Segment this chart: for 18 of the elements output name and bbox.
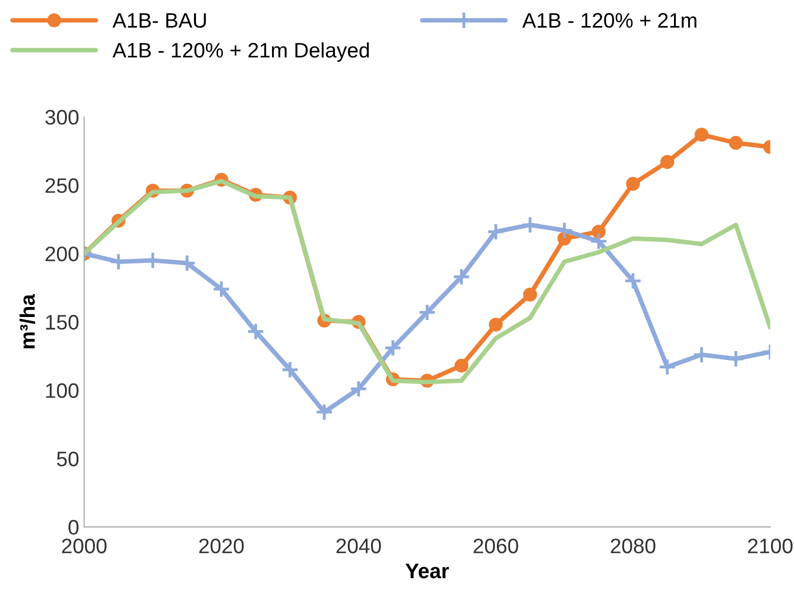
legend-label: A1B- BAU (112, 13, 206, 28)
x-axis-title: Year (406, 564, 449, 578)
x-tick-label: 2040 (336, 538, 381, 554)
y-tick-label: 50 (56, 452, 78, 466)
y-tick-label: 200 (46, 246, 78, 262)
legend-label: A1B - 120% + 21m (522, 13, 696, 28)
y-tick-label: 300 (45, 110, 78, 125)
x-tick-label: 2100 (748, 538, 793, 554)
legend-label: A1B - 120% + 21m Delayed (112, 42, 369, 62)
y-tick-label: 100 (46, 383, 78, 398)
y-tick-label: 250 (46, 178, 78, 193)
x-tick-label: 2060 (474, 538, 518, 554)
x-tick-label: 2080 (610, 538, 656, 554)
x-tick-label: 2020 (199, 538, 244, 554)
y-tick-label: 0 (68, 520, 78, 535)
y-tick-label: 150 (46, 314, 78, 330)
y-axis-title: m³/ha (20, 294, 36, 348)
x-tick-label: 2000 (62, 538, 107, 554)
